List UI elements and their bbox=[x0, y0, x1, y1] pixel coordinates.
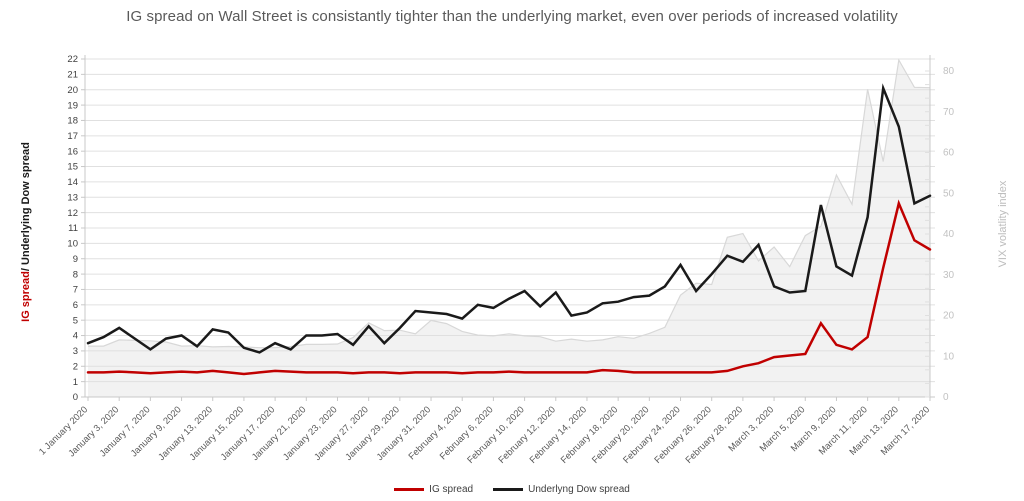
x-axis-tick-label: February 24, 2020 bbox=[621, 404, 682, 465]
right-axis-tick-label: 0 bbox=[943, 392, 949, 403]
x-axis-tick-label: February 12, 2020 bbox=[496, 404, 557, 465]
x-axis-tick-label: February 6, 2020 bbox=[438, 404, 495, 461]
left-axis-tick-label: 13 bbox=[67, 192, 78, 203]
right-axis-tick-label: 10 bbox=[943, 351, 955, 362]
left-axis-tick-label: 19 bbox=[67, 100, 78, 111]
x-axis-tick-label: February 18, 2020 bbox=[559, 404, 620, 465]
left-axis-tick-label: 15 bbox=[67, 162, 78, 173]
x-axis-tick-label: January 27, 2020 bbox=[312, 404, 370, 462]
left-axis-tick-label: 10 bbox=[67, 239, 78, 250]
dow-spread-line-swatch-icon bbox=[493, 488, 524, 491]
legend: IG spread Underlyng Dow spread bbox=[0, 484, 1024, 495]
left-axis-tick-label: 22 bbox=[67, 54, 78, 65]
left-axis-tick-label: 16 bbox=[67, 146, 78, 157]
right-axis-tick-label: 30 bbox=[943, 270, 955, 281]
left-axis-tick-label: 11 bbox=[68, 223, 78, 234]
ig-spread-line bbox=[86, 199, 932, 376]
left-axis-tick-label: 2 bbox=[73, 361, 78, 372]
right-axis-tick-label: 40 bbox=[943, 229, 955, 240]
left-axis-tick-label: 21 bbox=[67, 70, 78, 81]
left-axis-tick-label: 1 bbox=[73, 377, 78, 388]
left-axis-tick-label: 9 bbox=[73, 254, 78, 265]
left-axis-tick-label: 5 bbox=[73, 315, 78, 326]
vix-area bbox=[88, 60, 930, 397]
chart-title: IG spread on Wall Street is consistantly… bbox=[126, 8, 898, 25]
x-axis-tick-label: February 26, 2020 bbox=[652, 404, 713, 465]
left-axis-tick-label: 6 bbox=[73, 300, 78, 311]
left-axis-tick-label: 8 bbox=[73, 269, 78, 280]
x-axis-tick-label: January 31, 2020 bbox=[375, 404, 433, 462]
x-axis-tick-label: January 17, 2020 bbox=[219, 404, 277, 462]
right-axis-tick-label: 80 bbox=[943, 66, 955, 77]
x-axis-tick-label: February 28, 2020 bbox=[684, 404, 745, 465]
x-axis-tick-label: February 10, 2020 bbox=[465, 404, 526, 465]
left-axis-tick-label: 17 bbox=[67, 131, 78, 142]
left-axis-tick-label: 12 bbox=[67, 208, 78, 219]
x-axis-tick-label: January 29, 2020 bbox=[343, 404, 401, 462]
right-axis-tick-label: 60 bbox=[943, 148, 955, 159]
right-axis-tick-label: 50 bbox=[943, 188, 955, 199]
left-axis-tick-label: 0 bbox=[73, 392, 78, 403]
x-axis-tick-label: February 14, 2020 bbox=[528, 404, 589, 465]
legend-item-ig-spread: IG spread bbox=[394, 484, 473, 495]
x-axis-tick-label: February 20, 2020 bbox=[590, 404, 651, 465]
left-axis-tick-label: 18 bbox=[67, 116, 78, 127]
right-axis-tick-label: 20 bbox=[943, 311, 955, 322]
dow-spread-line bbox=[86, 83, 932, 354]
x-axis-tick-label: January 13, 2020 bbox=[156, 404, 214, 462]
legend-label-dow-spread: Underlyng Dow spread bbox=[528, 484, 630, 495]
x-axis-tick-label: January 15, 2020 bbox=[187, 404, 245, 462]
left-axis-tick-label: 14 bbox=[67, 177, 78, 188]
left-axis-tick-label: 20 bbox=[67, 85, 78, 96]
x-axis-tick-label: February 4, 2020 bbox=[406, 404, 463, 461]
ig-spread-line-swatch-icon bbox=[394, 488, 425, 491]
right-axis-tick-label: 70 bbox=[943, 107, 955, 118]
left-axis-tick-label: 3 bbox=[73, 346, 78, 357]
left-axis-tick-label: 4 bbox=[73, 331, 78, 342]
x-axis-tick-label: January 23, 2020 bbox=[281, 404, 339, 462]
legend-label-ig-spread: IG spread bbox=[429, 484, 474, 495]
legend-item-dow-spread: Underlyng Dow spread bbox=[493, 484, 630, 495]
left-axis-tick-label: 7 bbox=[73, 285, 78, 296]
vix-line bbox=[88, 58, 931, 349]
x-axis-tick-label: January 21, 2020 bbox=[250, 404, 308, 462]
